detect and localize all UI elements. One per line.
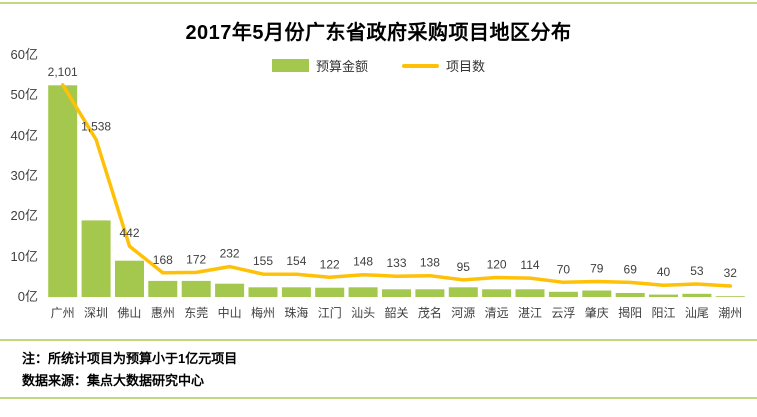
x-tick-label: 佛山 bbox=[117, 306, 142, 320]
projects-value-label: 154 bbox=[286, 254, 306, 268]
x-tick-label: 东莞 bbox=[184, 306, 209, 320]
budget-bar bbox=[281, 287, 311, 297]
budget-bar bbox=[515, 289, 545, 297]
x-tick-label: 深圳 bbox=[84, 306, 109, 320]
projects-value-label: 133 bbox=[386, 256, 406, 270]
budget-bar bbox=[382, 289, 411, 297]
budget-bar bbox=[615, 293, 645, 297]
x-tick-label: 茂名 bbox=[417, 306, 442, 320]
budget-bar bbox=[81, 220, 111, 297]
note-line: 注：所统计项目为预算小于1亿元项目 bbox=[22, 351, 238, 366]
x-tick-label: 汕头 bbox=[351, 306, 376, 320]
x-tick-label: 阳江 bbox=[651, 306, 676, 320]
projects-value-label: 79 bbox=[590, 262, 604, 276]
x-tick-label: 梅州 bbox=[250, 306, 275, 320]
x-tick-label: 肇庆 bbox=[584, 306, 609, 320]
y-tick-label: 30亿 bbox=[10, 168, 38, 183]
budget-bar bbox=[115, 260, 144, 297]
projects-value-label: 1,538 bbox=[81, 120, 111, 134]
projects-value-label: 53 bbox=[690, 264, 704, 278]
chart-title: 2017年5月份广东省政府采购项目地区分布 bbox=[185, 22, 572, 44]
budget-bar bbox=[348, 287, 378, 297]
budget-bar bbox=[215, 283, 245, 297]
notes: 注：所统计项目为预算小于1亿元项目 数据来源：集点大数据研究中心 bbox=[22, 348, 237, 392]
notes-divider bbox=[0, 339, 757, 341]
budget-bar bbox=[548, 291, 578, 297]
budget-bar bbox=[48, 85, 78, 298]
chart-legend: 预算金额 项目数 bbox=[0, 56, 757, 75]
projects-value-label: 40 bbox=[657, 265, 671, 279]
x-tick-label: 韶关 bbox=[384, 306, 409, 320]
projects-value-label: 2,101 bbox=[48, 65, 78, 79]
budget-bar bbox=[482, 289, 512, 297]
x-tick-label: 清远 bbox=[484, 306, 509, 320]
budget-bar bbox=[682, 293, 712, 297]
x-tick-label: 珠海 bbox=[284, 306, 309, 320]
x-tick-label: 广州 bbox=[50, 306, 75, 320]
y-tick-label: 50亿 bbox=[10, 87, 38, 103]
projects-value-label: 120 bbox=[487, 258, 507, 272]
x-tick-label: 中山 bbox=[217, 306, 242, 320]
projects-value-label: 95 bbox=[457, 260, 471, 274]
x-tick-label: 河源 bbox=[451, 306, 476, 320]
projects-value-label: 232 bbox=[220, 247, 240, 261]
budget-bar bbox=[448, 287, 478, 297]
legend-item-budget: 预算金额 bbox=[271, 56, 368, 75]
y-tick-label: 60亿 bbox=[10, 47, 38, 62]
x-tick-label: 湛江 bbox=[518, 306, 543, 320]
budget-bar bbox=[649, 294, 678, 297]
projects-value-label: 32 bbox=[724, 266, 738, 280]
budget-bar bbox=[315, 287, 345, 297]
budget-bar bbox=[248, 287, 278, 297]
budget-bar bbox=[582, 290, 612, 297]
projects-value-label: 114 bbox=[520, 258, 539, 272]
projects-value-label: 155 bbox=[253, 254, 273, 268]
legend-label-budget: 预算金额 bbox=[315, 59, 368, 74]
projects-value-label: 138 bbox=[420, 256, 440, 270]
x-tick-label: 揭阳 bbox=[618, 306, 643, 320]
projects-value-label: 122 bbox=[320, 257, 340, 271]
x-tick-label: 江门 bbox=[317, 306, 342, 320]
projects-value-label: 70 bbox=[557, 262, 571, 276]
projects-value-label: 168 bbox=[153, 253, 173, 267]
budget-bar bbox=[148, 280, 178, 297]
x-tick-label: 惠州 bbox=[150, 306, 175, 320]
bottom-divider bbox=[0, 397, 757, 399]
source-line: 数据来源：集点大数据研究中心 bbox=[22, 373, 205, 388]
legend-label-projects: 项目数 bbox=[446, 59, 486, 74]
y-tick-label: 10亿 bbox=[10, 248, 38, 264]
projects-series-swatch-icon bbox=[402, 63, 439, 68]
budget-bar bbox=[181, 280, 211, 297]
x-tick-label: 云浮 bbox=[551, 306, 576, 320]
budget-bar bbox=[415, 289, 445, 297]
x-tick-label: 潮州 bbox=[718, 306, 743, 320]
projects-line bbox=[60, 83, 733, 288]
budget-bar bbox=[715, 296, 745, 297]
budget-series-swatch-icon bbox=[271, 59, 309, 72]
y-tick-label: 0亿 bbox=[17, 289, 38, 304]
top-divider bbox=[0, 2, 757, 4]
projects-value-label: 442 bbox=[119, 226, 139, 240]
projects-value-label: 69 bbox=[624, 262, 638, 276]
y-tick-label: 40亿 bbox=[10, 127, 38, 143]
projects-value-label: 172 bbox=[186, 252, 206, 266]
projects-value-label: 148 bbox=[353, 255, 373, 269]
legend-item-projects: 项目数 bbox=[402, 56, 485, 75]
x-tick-label: 汕尾 bbox=[684, 306, 709, 320]
y-tick-label: 20亿 bbox=[10, 208, 38, 224]
